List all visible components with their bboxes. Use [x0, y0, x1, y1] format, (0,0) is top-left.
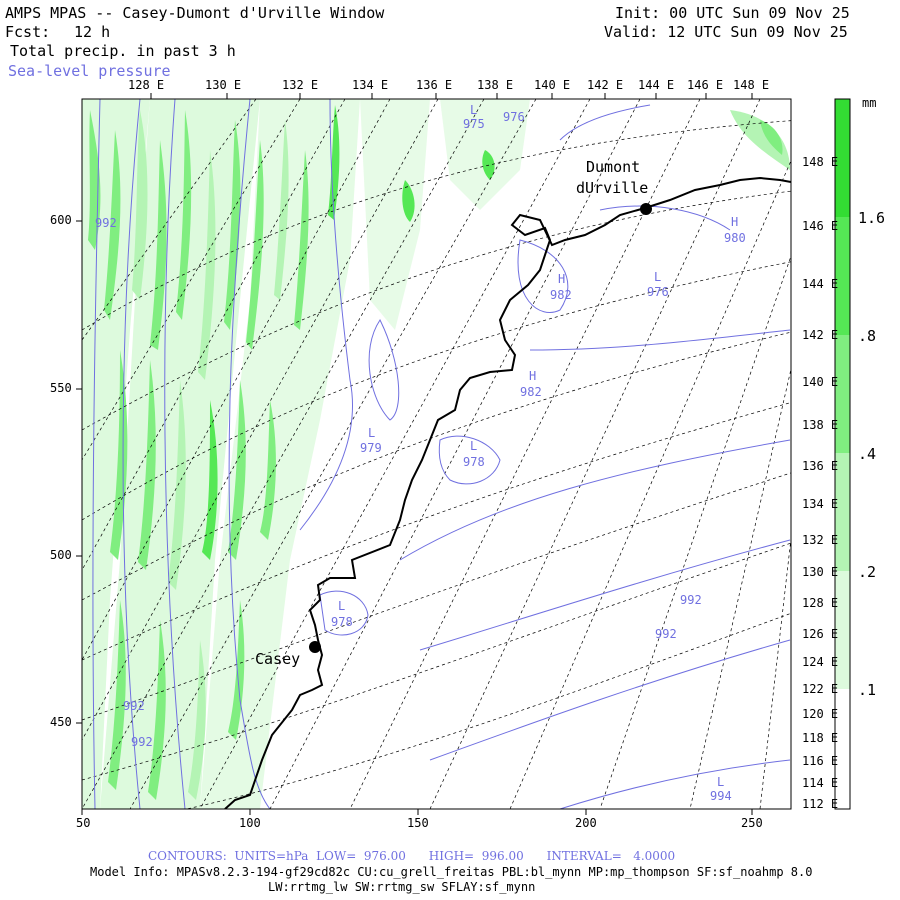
colorbar	[834, 98, 851, 810]
right-tick-138: 138 E	[802, 418, 839, 432]
x-tick-150: 150	[407, 816, 429, 830]
y-tick-600: 600	[50, 213, 72, 227]
pressure-value: 978	[463, 455, 485, 469]
right-tick-146: 146 E	[802, 219, 839, 233]
colorbar-segment-blank	[835, 689, 850, 809]
precip-shading	[82, 99, 790, 809]
right-tick-128: 128 E	[802, 596, 839, 610]
field-label: Total precip. in past 3 h	[10, 42, 236, 60]
colorbar-label-0.1: .1	[858, 681, 877, 699]
right-tick-116: 116 E	[802, 754, 839, 768]
x-tick-200: 200	[575, 816, 597, 830]
colorbar-segment-0.2	[835, 453, 850, 571]
pressure-sym: L	[470, 439, 478, 453]
forecast-label: Fcst:	[5, 23, 51, 41]
casey-label: Casey	[255, 650, 301, 668]
top-tick-138: 138 E	[477, 78, 514, 92]
pressure-value: 992	[680, 593, 702, 607]
colorbar-segment-0.4	[835, 335, 850, 453]
pressure-value: 976	[503, 110, 525, 124]
right-tick-120: 120 E	[802, 707, 839, 721]
colorbar-label-0.2: .2	[858, 563, 877, 581]
dumont-label-line2: dUrville	[576, 179, 649, 197]
dumont-durville-marker	[640, 203, 652, 215]
right-tick-124: 124 E	[802, 655, 839, 669]
right-tick-130: 130 E	[802, 565, 839, 579]
right-tick-126: 126 E	[802, 627, 839, 641]
right-tick-134: 134 E	[802, 497, 839, 511]
pressure-sym: L	[368, 426, 376, 440]
pressure-sym: L	[470, 103, 478, 117]
axis-ticks	[76, 93, 753, 815]
pressure-value: 975	[463, 117, 485, 131]
model-info: Model Info: MPASv8.2.3-194-gf29cd82c CU:…	[90, 865, 813, 879]
pressure-sym: L	[338, 599, 346, 613]
right-tick-144: 144 E	[802, 277, 839, 291]
top-tick-132: 132 E	[282, 78, 319, 92]
top-tick-134: 134 E	[352, 78, 389, 92]
y-tick-450: 450	[50, 715, 72, 729]
pressure-value: 994	[710, 789, 732, 803]
latlon-grid	[82, 99, 791, 809]
right-tick-140: 140 E	[802, 375, 839, 389]
colorbar-label-0.8: .8	[858, 327, 877, 345]
top-tick-140: 140 E	[534, 78, 571, 92]
colorbar-label-0.4: .4	[858, 445, 877, 463]
pressure-value: 978	[331, 615, 353, 629]
colorbar-units: mm	[862, 96, 877, 110]
casey-marker	[309, 641, 321, 653]
x-tick-50: 50	[76, 816, 91, 830]
model-info-line2: LW:rrtmg_lw SW:rrtmg_sw SFLAY:sf_mynn	[268, 880, 536, 894]
right-tick-142: 142 E	[802, 328, 839, 342]
top-tick-148: 148 E	[733, 78, 770, 92]
contours-info: CONTOURS: UNITS=hPa LOW= 976.00 HIGH= 99…	[148, 849, 676, 863]
pressure-value: 992	[95, 216, 117, 230]
pressure-contours	[92, 99, 791, 809]
coastline	[224, 176, 791, 809]
colorbar-segment-0.8	[835, 217, 850, 335]
pressure-value: 982	[550, 288, 572, 302]
right-tick-148: 148 E	[802, 155, 839, 169]
pressure-sym: L	[654, 270, 662, 284]
pressure-sym: H	[558, 272, 566, 286]
pressure-value: 979	[360, 441, 382, 455]
x-tick-250: 250	[741, 816, 763, 830]
forecast-hours: 12 h	[74, 23, 111, 41]
top-tick-144: 144 E	[638, 78, 675, 92]
right-tick-136: 136 E	[802, 459, 839, 473]
valid-time: Valid: 12 UTC Sun 09 Nov 25	[604, 23, 848, 41]
plot-area	[82, 99, 791, 809]
top-tick-130: 130 E	[205, 78, 242, 92]
init-time: Init: 00 UTC Sun 09 Nov 25	[615, 4, 850, 22]
pressure-value: 992	[655, 627, 677, 641]
pressure-value: 982	[520, 385, 542, 399]
top-tick-128: 128 E	[128, 78, 165, 92]
y-tick-500: 500	[50, 548, 72, 562]
overlay-label: Sea-level pressure	[8, 62, 171, 80]
pressure-sym: L	[717, 775, 725, 789]
x-tick-100: 100	[239, 816, 261, 830]
right-tick-114: 114 E	[802, 776, 839, 790]
colorbar-label-1.6: 1.6	[858, 209, 886, 227]
pressure-value: 980	[724, 231, 746, 245]
y-tick-550: 550	[50, 381, 72, 395]
pressure-value: 976	[647, 285, 669, 299]
pressure-sym: H	[529, 369, 537, 383]
right-tick-112: 112 E	[802, 797, 839, 811]
pressure-value: 992	[123, 699, 145, 713]
map-title: AMPS MPAS -- Casey-Dumont d'Urville Wind…	[5, 4, 385, 22]
top-tick-146: 146 E	[687, 78, 724, 92]
right-tick-118: 118 E	[802, 731, 839, 745]
pressure-value: 992	[131, 735, 153, 749]
right-tick-132: 132 E	[802, 533, 839, 547]
top-tick-142: 142 E	[587, 78, 624, 92]
top-tick-136: 136 E	[416, 78, 453, 92]
colorbar-segment-0.1	[835, 571, 850, 689]
right-tick-122: 122 E	[802, 682, 839, 696]
dumont-label-line1: Dumont	[586, 158, 641, 176]
colorbar-segment-1.6	[835, 99, 850, 217]
pressure-sym: H	[731, 215, 739, 229]
